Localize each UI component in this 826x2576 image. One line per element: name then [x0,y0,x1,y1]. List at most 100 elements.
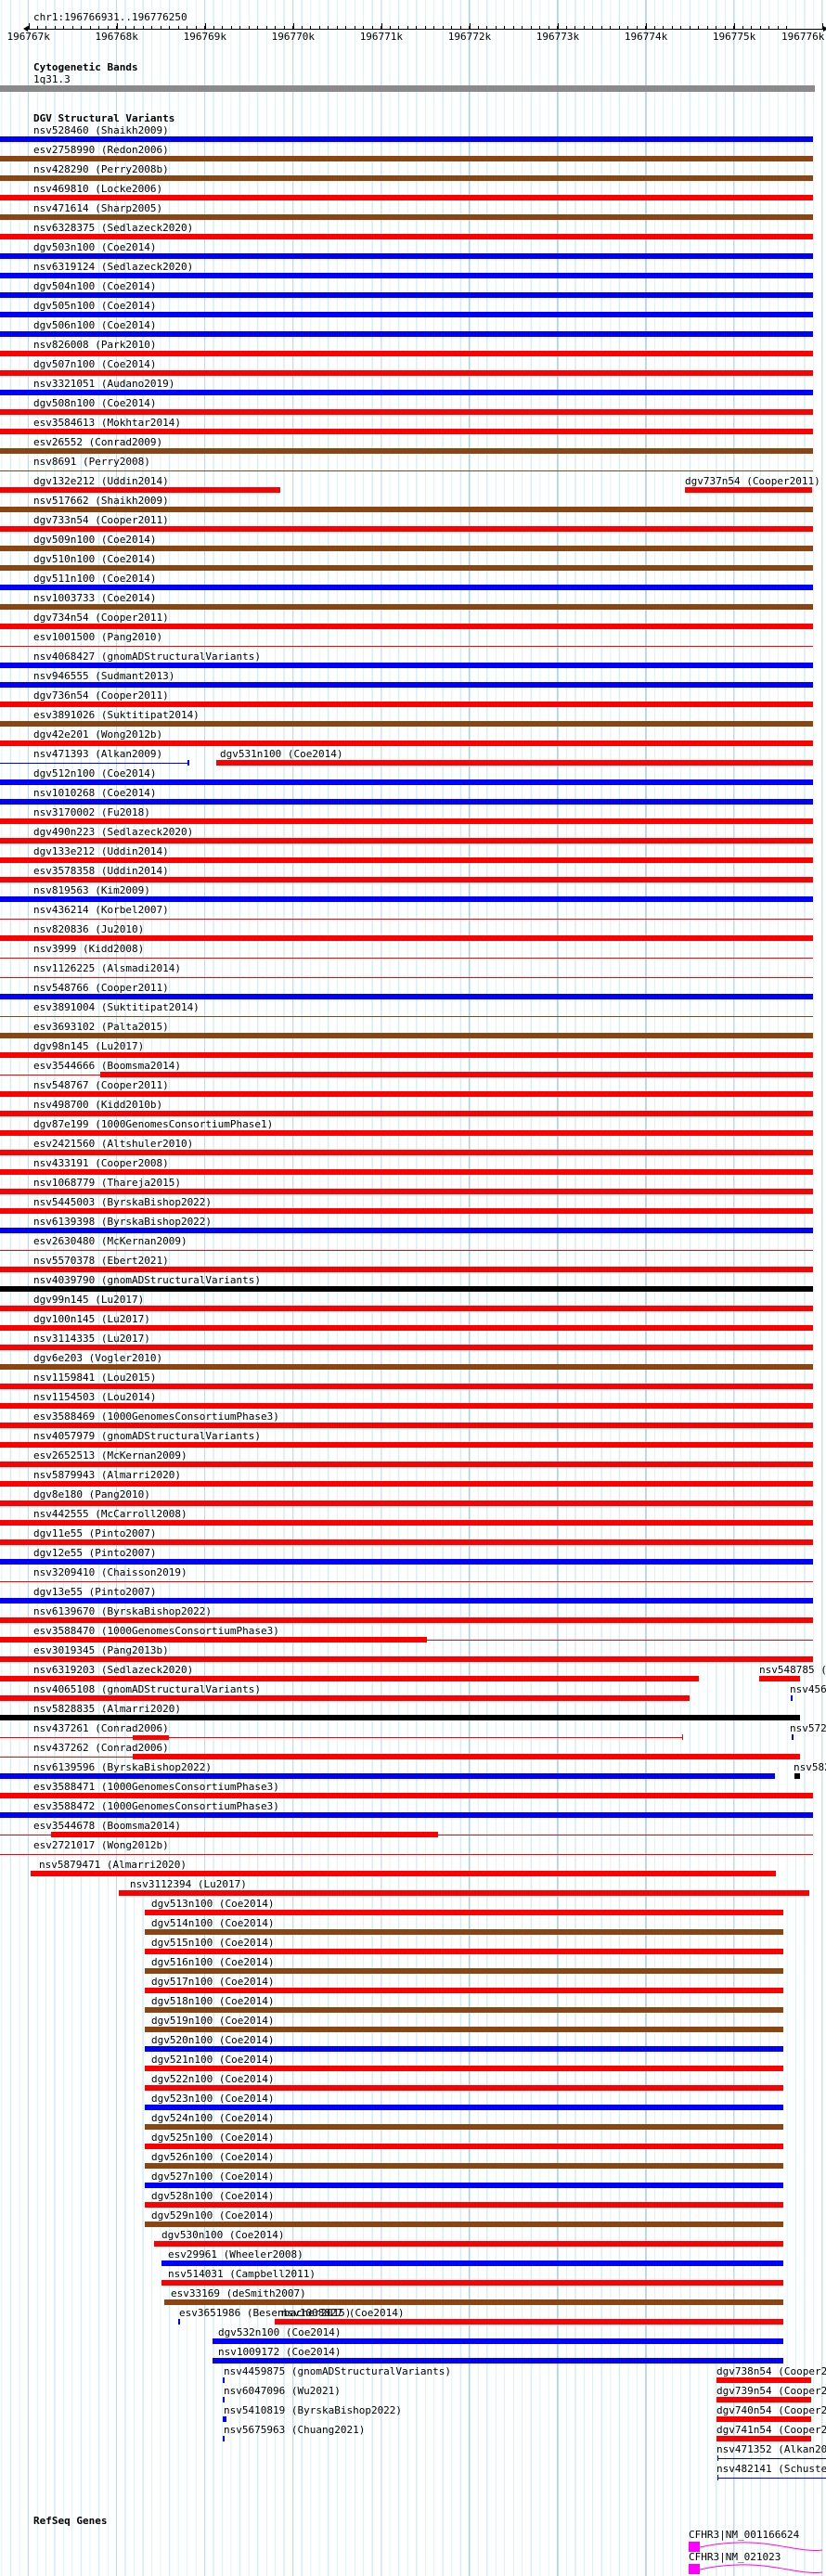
variant-row[interactable]: dgv532n100 (Coe2014) [0,2326,826,2346]
variant-row[interactable]: esv3588472 (1000GenomesConsortiumPhase3) [0,1800,826,1820]
variant-label[interactable]: nsv5828835 (Almarri2020) [33,1703,181,1715]
variant-row[interactable]: nsv428290 (Perry2008b) [0,163,826,183]
variant-row[interactable]: dgv504n100 (Coe2014) [0,280,826,300]
variant-bar[interactable] [0,1033,813,1038]
variant-label[interactable]: esv1001500 (Pang2010) [33,631,163,643]
variant-row[interactable]: esv2652513 (McKernan2009) [0,1449,826,1469]
variant-label[interactable]: dgv527n100 (Coe2014) [151,2170,275,2183]
variant-row[interactable]: dgv523n100 (Coe2014) [0,2093,826,2112]
variant-point-mark[interactable] [223,2416,226,2422]
variant-row[interactable]: esv33169 (deSmith2007) [0,2287,826,2307]
variant-label[interactable]: dgv741n54 (Cooper2011) [716,2424,826,2436]
variant-label[interactable]: nsv4039790 (gnomADStructuralVariants) [33,1274,262,1286]
variant-row[interactable]: dgv42e201 (Wong2012b) [0,728,826,748]
variant-label[interactable]: dgv132e212 (Uddin2014) [33,475,169,487]
variant-bar[interactable] [0,526,813,532]
variant-row[interactable]: dgv530n100 (Coe2014) [0,2229,826,2248]
variant-row[interactable]: dgv521n100 (Coe2014) [0,2054,826,2073]
variant-bar[interactable] [133,1754,800,1759]
variant-label[interactable]: dgv525n100 (Coe2014) [151,2132,275,2144]
variant-bar[interactable] [0,935,813,941]
variant-bar[interactable] [0,994,813,999]
variant-label[interactable]: nsv3170002 (Fu2018) [33,806,150,818]
variant-row[interactable]: nsv437261 (Conrad2006) nsv5725 [0,1722,826,1742]
variant-label[interactable]: esv3891026 (Suktitipat2014) [33,709,200,721]
variant-bar[interactable] [0,1169,813,1175]
variant-row[interactable]: nsv6139670 (ByrskaBishop2022) [0,1605,826,1625]
variant-bar[interactable] [0,390,813,395]
variant-label[interactable]: nsv6319203 (Sedlazeck2020) [33,1664,194,1676]
variant-bar[interactable] [0,958,813,959]
variant-label[interactable]: dgv513n100 (Coe2014) [151,1898,275,1910]
variant-row[interactable]: dgv524n100 (Coe2014) [0,2112,826,2132]
variant-label[interactable]: dgv518n100 (Coe2014) [151,1995,275,2007]
variant-label[interactable]: dgv514n100 (Coe2014) [151,1917,275,1929]
variant-label[interactable]: nsv514031 (Campbell2011) [168,2268,316,2280]
variant-bar[interactable] [759,1676,800,1681]
variant-label[interactable]: dgv739n54 (Cooper2011) [716,2385,826,2397]
variant-label[interactable]: nsv6319124 (Sedlazeck2020) [33,261,194,273]
variant-row[interactable]: dgv13e55 (Pinto2007) [0,1586,826,1605]
variant-row[interactable]: nsv3112394 (Lu2017) [0,1878,826,1898]
variant-row[interactable]: nsv5410819 (ByrskaBishop2022) dgv740n54 (… [0,2404,826,2424]
variant-label[interactable]: esv3544666 (Boomsma2014) [33,1060,181,1072]
variant-bar[interactable] [0,546,813,551]
variant-bar[interactable] [0,1423,813,1428]
variant-bar[interactable] [0,273,813,278]
variant-label[interactable]: esv3019345 (Pang2013b) [33,1644,169,1656]
variant-row[interactable]: esv3588471 (1000GenomesConsortiumPhase3) [0,1781,826,1800]
variant-row[interactable]: nsv6319124 (Sedlazeck2020) [0,261,826,280]
variant-label[interactable]: dgv530n100 (Coe2014) [161,2229,285,2241]
variant-label[interactable]: dgv526n100 (Coe2014) [151,2151,275,2163]
variant-row[interactable]: esv3019345 (Pang2013b) [0,1644,826,1664]
variant-row[interactable]: nsv3114335 (Lu2017) [0,1333,826,1352]
variant-row[interactable]: nsv548766 (Cooper2011) [0,982,826,1001]
variant-label[interactable]: nsv4065108 (gnomADStructuralVariants) [33,1683,262,1695]
variant-row[interactable]: esv3588469 (1000GenomesConsortiumPhase3) [0,1410,826,1430]
variant-row[interactable]: dgv87e199 (1000GenomesConsortiumPhase1) [0,1118,826,1138]
variant-row[interactable]: nsv5445003 (ByrskaBishop2022) [0,1196,826,1216]
variant-label[interactable]: esv26552 (Conrad2009) [33,436,163,448]
variant-label[interactable]: dgv87e199 (1000GenomesConsortiumPhase1) [33,1118,274,1130]
variant-bar[interactable] [0,1267,813,1272]
variant-point-mark[interactable] [223,2377,225,2383]
variant-label[interactable]: dgv531n100 (Coe2014) [220,748,343,760]
variant-row[interactable]: dgv734n54 (Cooper2011) [0,612,826,631]
variant-bar[interactable] [0,919,813,920]
variant-label[interactable]: nsv436214 (Korbel2007) [33,904,169,916]
variant-bar[interactable] [0,1581,813,1582]
variant-label[interactable]: dgv532n100 (Coe2014) [218,2326,342,2338]
variant-label[interactable]: dgv517n100 (Coe2014) [151,1976,275,1988]
variant-bar[interactable] [0,1150,813,1155]
variant-bar[interactable] [0,565,813,571]
variant-row[interactable]: nsv1010268 (Coe2014) [0,787,826,806]
variant-label[interactable]: nsv5570378 (Ebert2021) [33,1255,169,1267]
variant-label[interactable]: dgv519n100 (Coe2014) [151,2015,275,2027]
variant-bar[interactable] [0,136,813,142]
variant-label[interactable]: dgv521n100 (Coe2014) [151,2054,275,2066]
variant-point-mark[interactable] [794,1773,800,1779]
variant-row[interactable]: nsv6328375 (Sedlazeck2020) [0,222,826,241]
variant-bar[interactable] [0,838,813,844]
variant-row[interactable]: dgv733n54 (Cooper2011) [0,514,826,534]
variant-bar[interactable] [0,1757,133,1758]
variant-bar[interactable] [0,1481,813,1487]
variant-label[interactable]: nsv442555 (McCarroll2008) [33,1508,187,1520]
variant-bar[interactable] [716,2436,811,2441]
variant-row[interactable]: dgv526n100 (Coe2014) [0,2151,826,2170]
variant-label[interactable]: esv3578358 (Uddin2014) [33,865,169,877]
variant-point-mark[interactable] [223,2397,225,2402]
variant-bar[interactable] [0,1520,813,1526]
variant-bar[interactable] [0,1442,813,1448]
variant-label[interactable]: dgv733n54 (Cooper2011) [33,514,169,526]
variant-bar[interactable] [0,1695,690,1701]
variant-label[interactable]: nsv5879943 (Almarri2020) [33,1469,181,1481]
variant-label[interactable]: nsv437262 (Conrad2006) [33,1742,169,1754]
variant-bar[interactable] [716,2377,811,2383]
variant-bar[interactable] [145,1988,783,1993]
variant-bar[interactable] [275,2319,783,2325]
variant-label[interactable]: nsv5725 [790,1722,826,1734]
variant-row[interactable]: esv1001500 (Pang2010) [0,631,826,650]
variant-bar[interactable] [0,1016,813,1017]
variant-bar[interactable] [100,1072,813,1077]
